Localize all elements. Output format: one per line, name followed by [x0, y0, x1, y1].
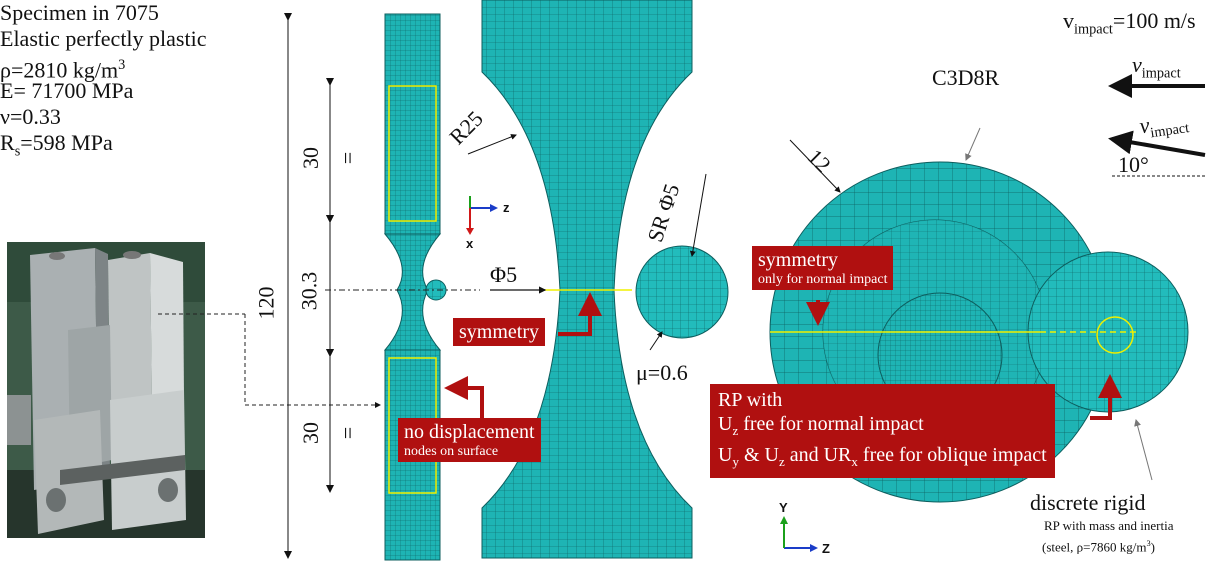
material-model: Elastic perfectly plastic — [0, 26, 207, 51]
eq-top: = — [335, 151, 361, 165]
impact-arrow-normal-label: vimpact — [1132, 52, 1181, 82]
axis-x-mid: x — [466, 236, 474, 251]
no-displacement-label: no displacement nodes on surface — [398, 418, 541, 462]
poisson-ratio: ν=0.33 — [0, 104, 61, 129]
specimen-mesh-slender — [383, 13, 447, 561]
element-type-label: C3D8R — [932, 65, 1000, 90]
diameter-label: Φ5 — [490, 262, 518, 287]
impactor-sphere-small — [635, 245, 729, 339]
impact-arrow-oblique-label: vimpact — [1137, 112, 1191, 142]
axis-y-right: Y — [779, 500, 788, 515]
eq-bottom: = — [335, 426, 361, 440]
symmetry-label-right: symmetry only for normal impact — [752, 246, 894, 290]
dim-mid: 30.3 — [296, 271, 322, 311]
yield-strength: Rs=598 MPa — [0, 130, 113, 160]
steel-density-label: (steel, ρ=7860 kg/m3) — [1042, 538, 1156, 555]
youngs-modulus: E= 71700 MPa — [0, 78, 134, 103]
dim-top: 30 — [298, 147, 323, 169]
symmetry-label-mid: symmetry — [453, 318, 545, 346]
friction-label: μ=0.6 — [636, 360, 688, 385]
dim-bottom: 30 — [298, 422, 323, 444]
specimen-title: Specimen in 7075 — [0, 0, 159, 25]
fixture-photo — [7, 242, 205, 538]
dim-total: 120 — [253, 286, 279, 320]
rp-mass-label: RP with mass and inertia — [1044, 518, 1174, 533]
impact-velocity: vimpact=100 m/s — [1063, 8, 1196, 38]
axis-z-mid: z — [503, 200, 510, 215]
specimen-properties: Specimen in 7075 Elastic perfectly plast… — [0, 0, 1213, 160]
specimen-mesh-zoom — [481, 0, 693, 559]
angle-label: 10° — [1118, 152, 1149, 177]
reference-point-label: RP with Uz free for normal impact Uy & U… — [710, 384, 1055, 478]
discrete-rigid-label: discrete rigid — [1030, 490, 1146, 515]
density-value: ρ=2810 kg/m3 — [0, 57, 126, 83]
axis-z-right: Z — [822, 541, 830, 556]
